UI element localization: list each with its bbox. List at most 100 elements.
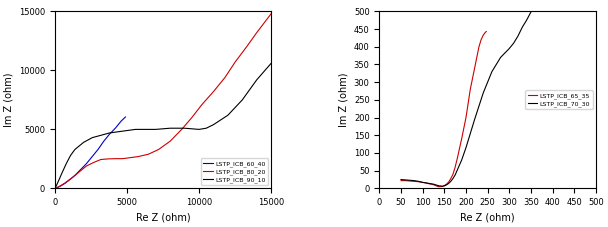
LSTP_ICB_90_10 [253,79,260,81]
LSTP_ICB_70_30 [406,179,413,182]
LSTP_ICB_80_20 [83,165,90,167]
LSTP_ICB_70_30 [514,35,522,37]
LSTP_ICB_70_30 [410,179,418,182]
LSTP_ICB_60_40 [122,116,129,118]
LSTP_ICB_70_30 [434,184,441,187]
Legend: LSTP_ICB_65_35, LSTP_ICB_70_30: LSTP_ICB_65_35, LSTP_ICB_70_30 [525,90,593,109]
LSTP_ICB_90_10 [210,123,217,126]
LSTP_ICB_60_40 [71,174,78,177]
Line: LSTP_ICB_70_30: LSTP_ICB_70_30 [401,12,531,186]
LSTP_ICB_90_10 [85,139,92,141]
LSTP_ICB_65_35 [430,183,438,186]
LSTP_ICB_65_35 [443,183,450,185]
LSTP_ICB_70_30 [402,179,409,181]
LSTP_ICB_90_10 [75,145,83,147]
LSTP_ICB_60_40 [112,127,119,130]
LSTP_ICB_90_10 [114,130,122,133]
LSTP_ICB_60_40 [106,133,113,136]
LSTP_ICB_90_10 [159,127,167,130]
LSTP_ICB_65_35 [398,179,405,182]
LSTP_ICB_90_10 [67,154,74,157]
LSTP_ICB_90_10 [202,127,210,130]
LSTP_ICB_80_20 [112,157,119,160]
LSTP_ICB_90_10 [145,128,152,131]
LSTP_ICB_65_35 [447,177,454,180]
LSTP_ICB_90_10 [181,127,188,130]
LSTP_ICB_90_10 [128,129,135,131]
LSTP_ICB_60_40 [89,155,96,158]
LSTP_ICB_65_35 [441,184,448,187]
LSTP_ICB_65_35 [467,88,474,91]
LSTP_ICB_80_20 [268,12,275,15]
LSTP_ICB_70_30 [430,183,437,185]
X-axis label: Re Z (ohm): Re Z (ohm) [136,213,190,223]
LSTP_ICB_90_10 [137,128,145,131]
LSTP_ICB_70_30 [436,185,443,187]
LSTP_ICB_80_20 [188,116,195,119]
LSTP_ICB_80_20 [167,140,174,143]
LSTP_ICB_70_30 [523,19,530,22]
LSTP_ICB_90_10 [89,136,96,139]
LSTP_ICB_90_10 [239,99,246,101]
LSTP_ICB_60_40 [57,185,64,188]
LSTP_ICB_80_20 [221,76,229,79]
LSTP_ICB_65_35 [426,183,433,185]
LSTP_ICB_70_30 [454,169,461,171]
LSTP_ICB_70_30 [441,185,448,187]
LSTP_ICB_80_20 [155,148,162,151]
LSTP_ICB_65_35 [452,166,459,168]
LSTP_ICB_80_20 [126,156,133,159]
LSTP_ICB_65_35 [415,180,422,183]
LSTP_ICB_65_35 [410,180,418,183]
LSTP_ICB_70_30 [427,183,435,185]
LSTP_ICB_80_20 [55,185,63,188]
LSTP_ICB_90_10 [97,134,105,137]
LSTP_ICB_80_20 [232,61,239,64]
LSTP_ICB_80_20 [198,103,206,106]
LSTP_ICB_65_35 [433,185,440,187]
LSTP_ICB_70_30 [437,185,444,187]
LSTP_ICB_80_20 [135,155,142,158]
LSTP_ICB_70_30 [497,56,504,59]
LSTP_ICB_90_10 [152,128,159,131]
LSTP_ICB_65_35 [437,185,444,188]
LSTP_ICB_90_10 [106,132,113,134]
LSTP_ICB_90_10 [268,62,275,65]
LSTP_ICB_90_10 [132,128,139,131]
LSTP_ICB_70_30 [432,183,440,186]
LSTP_ICB_65_35 [471,67,478,69]
LSTP_ICB_60_40 [54,186,61,189]
LSTP_ICB_80_20 [105,158,112,160]
LSTP_ICB_65_35 [462,116,469,119]
LSTP_ICB_70_30 [447,180,454,183]
LSTP_ICB_65_35 [434,185,441,188]
LSTP_ICB_90_10 [174,127,181,130]
LSTP_ICB_70_30 [506,47,513,50]
LSTP_ICB_70_30 [443,183,450,186]
LSTP_ICB_70_30 [488,70,496,73]
LSTP_ICB_60_40 [83,162,90,165]
LSTP_ICB_60_40 [117,120,125,123]
LSTP_ICB_70_30 [458,159,465,161]
LSTP_ICB_90_10 [110,131,117,134]
LSTP_ICB_65_35 [429,183,437,186]
LSTP_ICB_90_10 [102,133,109,136]
LSTP_ICB_65_35 [482,31,489,34]
LSTP_ICB_90_10 [63,162,70,165]
LSTP_ICB_70_30 [431,183,438,186]
LSTP_ICB_70_30 [480,91,487,94]
Line: LSTP_ICB_80_20: LSTP_ICB_80_20 [55,14,271,188]
Line: LSTP_ICB_60_40: LSTP_ICB_60_40 [55,117,125,188]
Y-axis label: Im Z (ohm): Im Z (ohm) [338,73,348,127]
LSTP_ICB_90_10 [52,185,60,188]
LSTP_ICB_65_35 [431,184,438,187]
LSTP_ICB_80_20 [75,170,83,173]
LSTP_ICB_90_10 [195,128,202,131]
LSTP_ICB_60_40 [100,140,108,143]
Y-axis label: Im Z (ohm): Im Z (ohm) [3,73,13,127]
LSTP_ICB_70_30 [426,182,433,185]
LSTP_ICB_60_40 [61,182,69,185]
LSTP_ICB_90_10 [188,127,195,130]
LSTP_ICB_65_35 [439,185,446,188]
LSTP_ICB_80_20 [145,153,152,155]
